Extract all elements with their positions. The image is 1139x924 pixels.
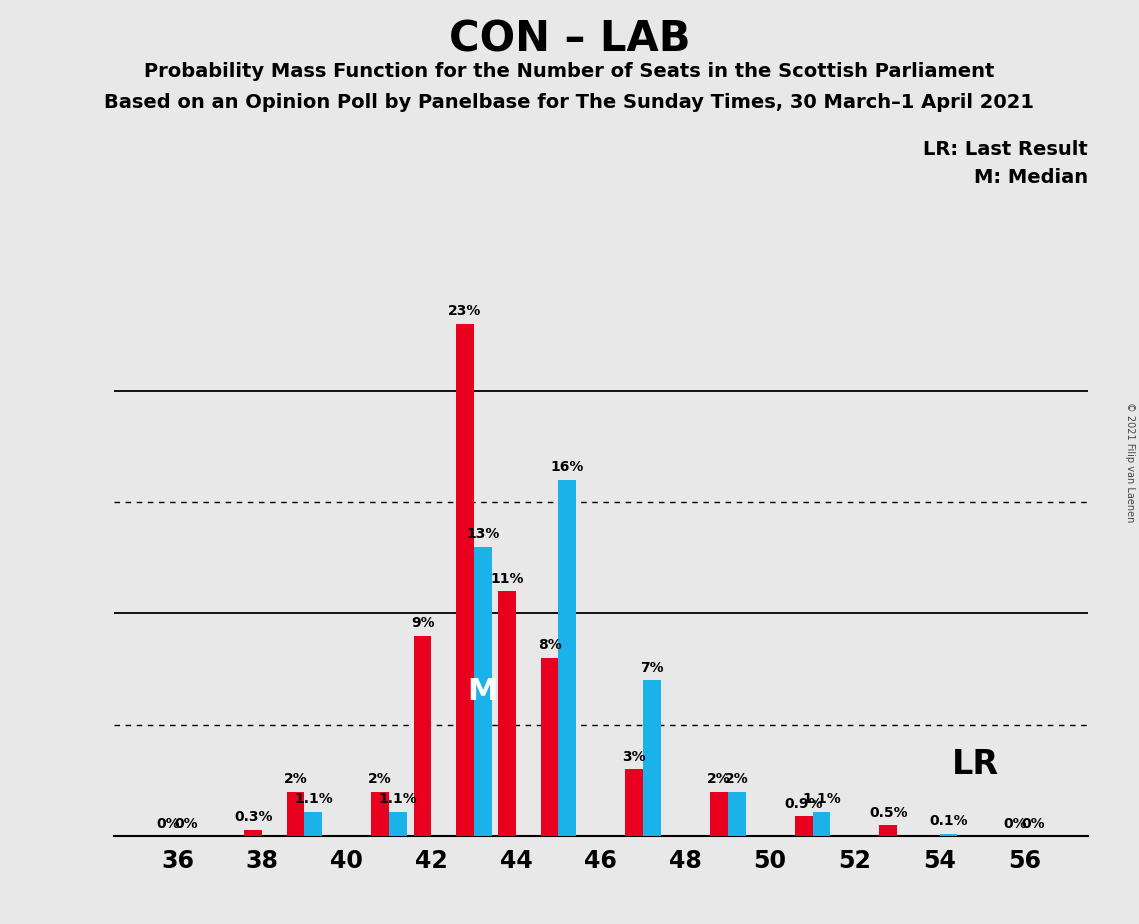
Text: 1.1%: 1.1%: [802, 792, 841, 806]
Text: © 2021 Filip van Laenen: © 2021 Filip van Laenen: [1125, 402, 1134, 522]
Text: 8%: 8%: [538, 638, 562, 652]
Text: 3%: 3%: [622, 749, 646, 764]
Bar: [390, 811, 407, 836]
Text: Based on an Opinion Poll by Panelbase for The Sunday Times, 30 March–1 April 202: Based on an Opinion Poll by Panelbase fo…: [105, 93, 1034, 113]
Text: 0%: 0%: [1022, 817, 1044, 831]
Bar: [244, 830, 262, 836]
Bar: [413, 636, 432, 836]
Text: LR: Last Result: LR: Last Result: [923, 140, 1088, 160]
Text: 2%: 2%: [707, 772, 731, 786]
Text: Probability Mass Function for the Number of Seats in the Scottish Parliament: Probability Mass Function for the Number…: [145, 62, 994, 81]
Text: 0.3%: 0.3%: [233, 810, 272, 824]
Bar: [499, 591, 516, 836]
Text: 1.1%: 1.1%: [294, 792, 333, 806]
Text: 1.1%: 1.1%: [378, 792, 417, 806]
Text: 0%: 0%: [174, 817, 198, 831]
Text: LR: LR: [952, 748, 999, 782]
Text: CON – LAB: CON – LAB: [449, 18, 690, 60]
Text: 9%: 9%: [411, 616, 434, 630]
Bar: [644, 680, 661, 836]
Bar: [474, 546, 492, 836]
Text: 0.1%: 0.1%: [929, 814, 968, 829]
Bar: [795, 816, 812, 836]
Text: 11%: 11%: [491, 572, 524, 586]
Bar: [541, 658, 558, 836]
Text: 7%: 7%: [640, 661, 664, 675]
Bar: [728, 792, 746, 836]
Text: M: M: [467, 677, 498, 706]
Bar: [812, 811, 830, 836]
Text: 2%: 2%: [284, 772, 308, 786]
Text: 0.5%: 0.5%: [869, 806, 908, 820]
Bar: [940, 834, 958, 836]
Text: M: Median: M: Median: [974, 168, 1088, 188]
Text: 23%: 23%: [449, 304, 482, 318]
Bar: [371, 792, 390, 836]
Bar: [558, 480, 576, 836]
Text: 0%: 0%: [1003, 817, 1027, 831]
Text: 2%: 2%: [724, 772, 748, 786]
Text: 16%: 16%: [550, 460, 584, 474]
Text: 0%: 0%: [157, 817, 180, 831]
Bar: [456, 323, 474, 836]
Text: 0.9%: 0.9%: [785, 796, 822, 810]
Bar: [710, 792, 728, 836]
Bar: [304, 811, 322, 836]
Bar: [879, 825, 898, 836]
Bar: [625, 770, 644, 836]
Bar: [287, 792, 304, 836]
Text: 13%: 13%: [466, 527, 499, 541]
Text: 2%: 2%: [368, 772, 392, 786]
